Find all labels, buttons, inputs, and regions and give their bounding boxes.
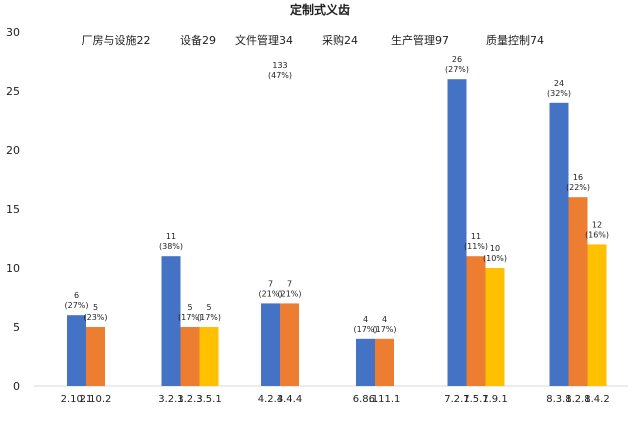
bar bbox=[180, 327, 200, 386]
extra-label-percent: (47%) bbox=[268, 71, 292, 80]
x-tick-label: 3.2.3 bbox=[177, 394, 202, 405]
x-tick-label: 7.2.1 bbox=[444, 394, 469, 405]
x-tick-label: 7.9.1 bbox=[482, 394, 507, 405]
group-label: 质量控制74 bbox=[486, 33, 544, 47]
y-tick-label: 20 bbox=[6, 144, 20, 157]
chart-title: 定制式义齿 bbox=[290, 2, 350, 17]
data-label-value: 11 bbox=[471, 232, 481, 241]
group-label: 文件管理34 bbox=[235, 33, 293, 47]
bar bbox=[568, 197, 588, 386]
x-tick-label: 8.4.2 bbox=[584, 394, 609, 405]
data-label-percent: (10%) bbox=[483, 254, 507, 263]
x-tick-label: 3.5.1 bbox=[196, 394, 221, 405]
y-tick-label: 0 bbox=[13, 380, 20, 393]
data-label-value: 6 bbox=[74, 291, 79, 300]
bar bbox=[485, 268, 505, 386]
data-label-value: 16 bbox=[573, 173, 583, 182]
data-label-percent: (21%) bbox=[258, 289, 282, 298]
x-tick-label: 4.4.4 bbox=[277, 394, 302, 405]
data-label-percent: (17%) bbox=[353, 325, 377, 334]
data-label-value: 5 bbox=[187, 303, 192, 312]
y-tick-label: 30 bbox=[6, 26, 20, 39]
x-tick-label: 7.5.1 bbox=[463, 394, 488, 405]
x-tick-label: 6.8.1 bbox=[353, 394, 378, 405]
data-label-percent: (38%) bbox=[159, 242, 183, 251]
group-label: 厂房与设施22 bbox=[82, 34, 151, 47]
data-label-value: 7 bbox=[268, 279, 273, 288]
x-tick-label: 8.2.1 bbox=[565, 394, 590, 405]
bar bbox=[375, 338, 394, 386]
data-label-value: 11 bbox=[166, 232, 176, 241]
data-label-percent: (11%) bbox=[464, 242, 488, 251]
data-label-value: 4 bbox=[363, 315, 368, 324]
bar bbox=[86, 327, 105, 386]
x-tick-label: 8.3.1 bbox=[546, 394, 571, 405]
group-label: 设备29 bbox=[180, 33, 216, 47]
bar bbox=[356, 338, 375, 386]
data-label-percent: (22%) bbox=[566, 183, 590, 192]
x-tick-label: 2.10.1 bbox=[61, 394, 93, 405]
bar bbox=[261, 303, 280, 386]
bar bbox=[549, 102, 569, 387]
x-tick-label: 2.10.2 bbox=[80, 394, 112, 405]
data-label-percent: (23%) bbox=[83, 313, 107, 322]
y-tick-label: 25 bbox=[6, 85, 20, 98]
x-tick-label: 4.2.3 bbox=[258, 394, 283, 405]
y-tick-label: 5 bbox=[13, 321, 20, 334]
data-label-value: 10 bbox=[490, 244, 500, 253]
data-label-value: 5 bbox=[206, 303, 211, 312]
x-tick-label: 3.2.1 bbox=[158, 394, 183, 405]
data-label-percent: (27%) bbox=[445, 65, 469, 74]
data-label-value: 4 bbox=[382, 315, 387, 324]
bar bbox=[447, 79, 467, 386]
data-label-percent: (16%) bbox=[585, 230, 609, 239]
data-label-percent: (17%) bbox=[372, 325, 396, 334]
data-label-percent: (17%) bbox=[197, 313, 221, 322]
bar bbox=[587, 244, 607, 386]
data-label-value: 5 bbox=[93, 303, 98, 312]
data-label-value: 7 bbox=[287, 279, 292, 288]
bar bbox=[280, 303, 299, 386]
data-label-value: 12 bbox=[592, 220, 602, 229]
data-label-percent: (27%) bbox=[64, 301, 88, 310]
data-label-percent: (21%) bbox=[277, 289, 301, 298]
y-tick-label: 15 bbox=[6, 203, 20, 216]
x-tick-label: 6.11.1 bbox=[369, 394, 401, 405]
bar bbox=[199, 327, 219, 386]
data-label-percent: (17%) bbox=[178, 313, 202, 322]
y-tick-label: 10 bbox=[6, 262, 20, 275]
data-label-percent: (32%) bbox=[547, 89, 571, 98]
extra-label-value: 133 bbox=[272, 61, 287, 70]
group-label: 生产管理97 bbox=[391, 33, 449, 47]
group-label: 采购24 bbox=[322, 33, 358, 47]
bar bbox=[67, 315, 86, 386]
data-label-value: 26 bbox=[452, 55, 462, 64]
bar bbox=[161, 256, 181, 386]
data-label-value: 24 bbox=[554, 79, 564, 88]
bar bbox=[466, 256, 486, 386]
